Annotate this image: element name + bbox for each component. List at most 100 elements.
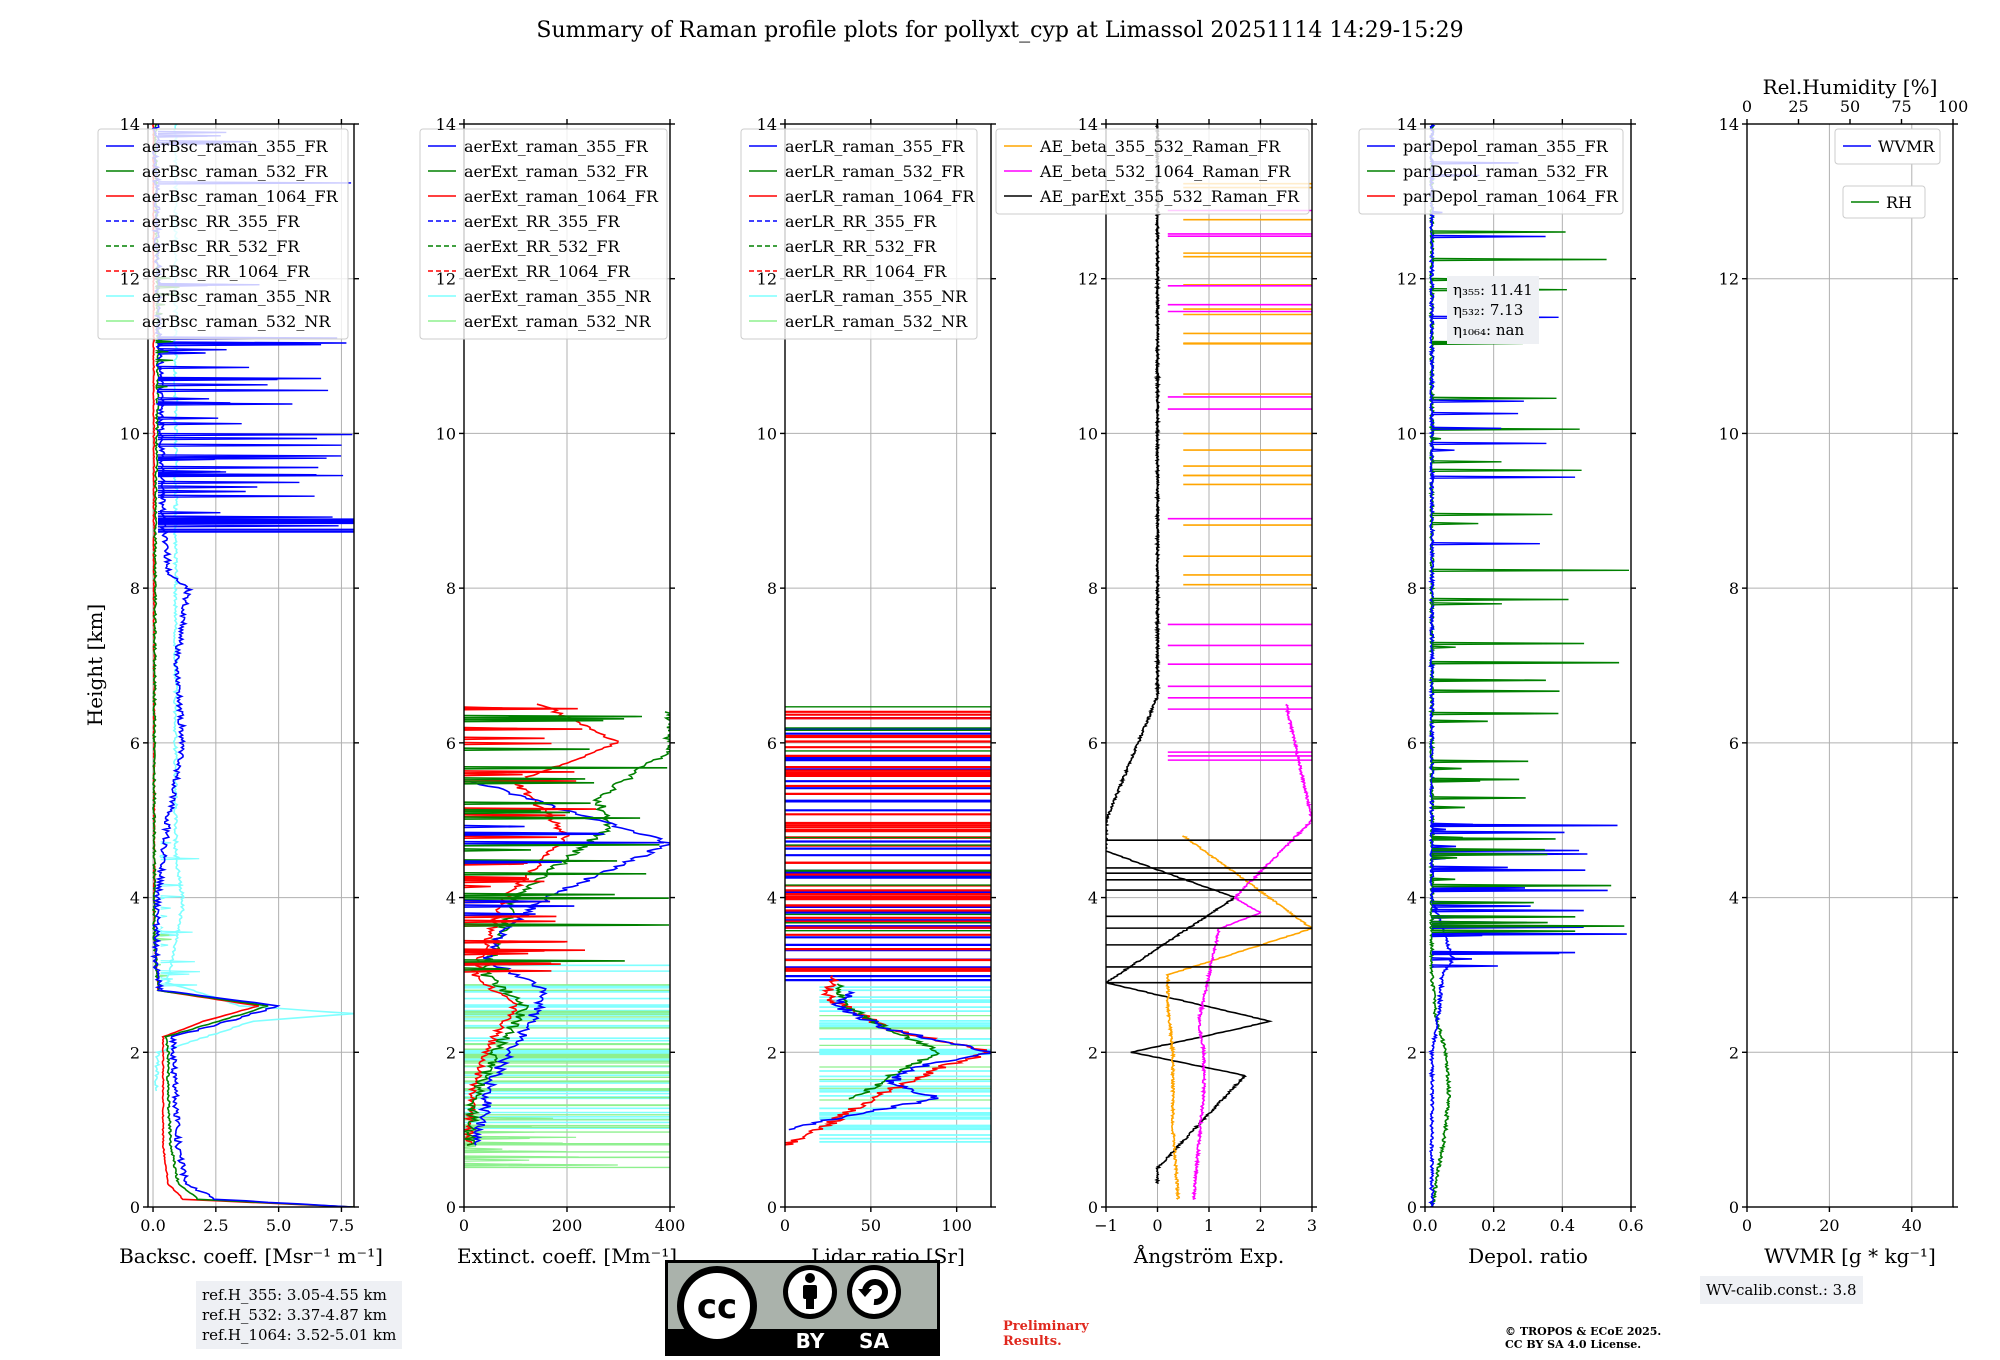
- nr355-spike: [160, 970, 201, 974]
- ext532-spike: [464, 777, 586, 781]
- rh-tick-label: 25: [1788, 97, 1808, 116]
- dep532-spike: [1431, 805, 1465, 810]
- x-tick-label: 0: [1742, 1216, 1752, 1235]
- dep355-spike-high: [1431, 234, 1546, 239]
- bsc532-spike: [155, 385, 168, 389]
- ext1064-spike: [464, 939, 568, 944]
- x-axis-label: WVMR [g * kg⁻¹]: [1764, 1244, 1936, 1268]
- bsc532-spike: [155, 340, 174, 344]
- nr532-spike: [155, 933, 170, 937]
- ext532-spike: [464, 717, 625, 721]
- ext1064-spike: [464, 875, 525, 880]
- nr355-spike: [160, 914, 168, 918]
- nr355-spike: [160, 960, 195, 964]
- panel-bsc: [97, 119, 359, 1212]
- legend-label: aerBsc_raman_355_NR: [142, 287, 331, 306]
- dep355-spike: [1431, 950, 1576, 955]
- bsc355-spike: [157, 422, 242, 426]
- ext532-spike: [464, 967, 509, 971]
- cc-text: cc: [697, 1287, 737, 1327]
- x-tick-label: 0: [780, 1216, 790, 1235]
- dep532-spike-high: [1431, 437, 1442, 441]
- figure-title: Summary of Raman profile plots for polly…: [536, 18, 1464, 43]
- dep532-spike-high: [1431, 645, 1456, 649]
- ext532-spike: [464, 923, 670, 927]
- rh-axis-label: Rel.Humidity [%]: [1763, 75, 1938, 99]
- ext355-spike: [464, 840, 664, 845]
- y-tick-label: 2: [1088, 1043, 1098, 1062]
- dep532-spike-high: [1431, 597, 1569, 602]
- rh-tick-label: 50: [1840, 97, 1860, 116]
- x-axis-label: Extinct. coeff. [Mm⁻¹]: [457, 1244, 677, 1268]
- y-tick-label: 2: [767, 1043, 777, 1062]
- by-text: BY: [796, 1329, 825, 1353]
- y-tick-label: 0: [1088, 1198, 1098, 1217]
- dep532-spike-high: [1431, 460, 1502, 464]
- legend-label: parDepol_raman_532_FR: [1403, 162, 1609, 181]
- dep532-spike: [1431, 759, 1529, 764]
- x-tick-label: 0.2: [1481, 1216, 1506, 1235]
- dep532-spike: [1431, 678, 1467, 682]
- rh-tick-label: 100: [1938, 97, 1969, 116]
- dep532-spike: [1431, 847, 1545, 852]
- ext355-spike: [464, 831, 600, 836]
- panel-ext-data: [464, 703, 670, 1169]
- y-tick-label: 14: [436, 115, 456, 134]
- series-aerLR_raman_532_FR: [834, 983, 941, 1100]
- preliminary-line1: Preliminary: [1003, 1319, 1089, 1334]
- x-tick-label: 0.4: [1550, 1216, 1575, 1235]
- bsc355-spike: [157, 376, 322, 381]
- y-tick-label: 6: [1729, 734, 1739, 753]
- y-tick-label: 12: [1719, 270, 1739, 289]
- refh-355: ref.H_355: 3.05-4.55 km: [202, 1286, 387, 1304]
- x-tick-label: 0.0: [1412, 1216, 1437, 1235]
- y-tick-label: 8: [767, 579, 777, 598]
- ext355-spike: [464, 904, 575, 908]
- x-tick-label: −1: [1094, 1216, 1118, 1235]
- ext1064-spike: [464, 919, 556, 924]
- dep355-spike-high: [1431, 426, 1502, 430]
- eta-1064: η₁₀₆₄: nan: [1453, 321, 1525, 339]
- legend-box: [419, 128, 668, 340]
- dep532-spike-high: [1431, 230, 1566, 234]
- panel-lr: [740, 119, 996, 1212]
- x-tick-label: 2: [1255, 1216, 1265, 1235]
- dep355-spike: [1431, 957, 1473, 961]
- ext532-spike: [464, 781, 595, 785]
- dep532-spike: [1431, 924, 1625, 928]
- dep532-spike-high: [1431, 568, 1630, 572]
- legend-label: aerExt_RR_355_FR: [464, 212, 621, 231]
- ext-nr532-spike: [464, 1155, 579, 1159]
- refh-box: ref.H_355: 3.05-4.55 km ref.H_532: 3.37-…: [196, 1281, 403, 1349]
- y-tick-label: 6: [1088, 734, 1098, 753]
- ext532-spike: [464, 816, 641, 820]
- panel-lr-data: [785, 706, 991, 1146]
- ext1064-spike: [464, 884, 491, 889]
- ext532-spike: [464, 747, 590, 751]
- ext1064-spike: [464, 741, 552, 746]
- y-tick-label: 10: [1078, 424, 1098, 443]
- legend-wvmr-label: WVMR: [1878, 137, 1935, 156]
- y-axis-label: Height [km]: [83, 604, 107, 726]
- refh-532: ref.H_532: 3.37-4.87 km: [202, 1306, 387, 1324]
- dep532-spike: [1431, 856, 1458, 860]
- bsc532-spike: [155, 358, 174, 362]
- legend-label: aerBsc_RR_1064_FR: [142, 262, 311, 281]
- eta-532: η₅₃₂: 7.13: [1453, 301, 1524, 319]
- ext1064-spike: [464, 914, 557, 919]
- bsc355-spike: [157, 465, 319, 470]
- dep532-spike-high: [1431, 257, 1607, 262]
- x-tick-label: 0: [1152, 1216, 1162, 1235]
- nr355-spike: [160, 895, 184, 899]
- legend-label: aerExt_raman_532_NR: [464, 312, 652, 331]
- ext1064-spike: [464, 835, 558, 839]
- ext532-spike: [464, 959, 625, 963]
- bsc355-spike: [157, 480, 300, 485]
- nr355-spike: [160, 906, 171, 910]
- x-tick-label: 200: [552, 1216, 583, 1235]
- bsc355-spike: [157, 511, 221, 515]
- wv-calib-box: WV-calib.const.: 3.8: [1700, 1276, 1863, 1304]
- dep532-spike: [1431, 852, 1548, 857]
- panel-dep: [1358, 119, 1636, 1212]
- bsc355-spike: [157, 470, 227, 474]
